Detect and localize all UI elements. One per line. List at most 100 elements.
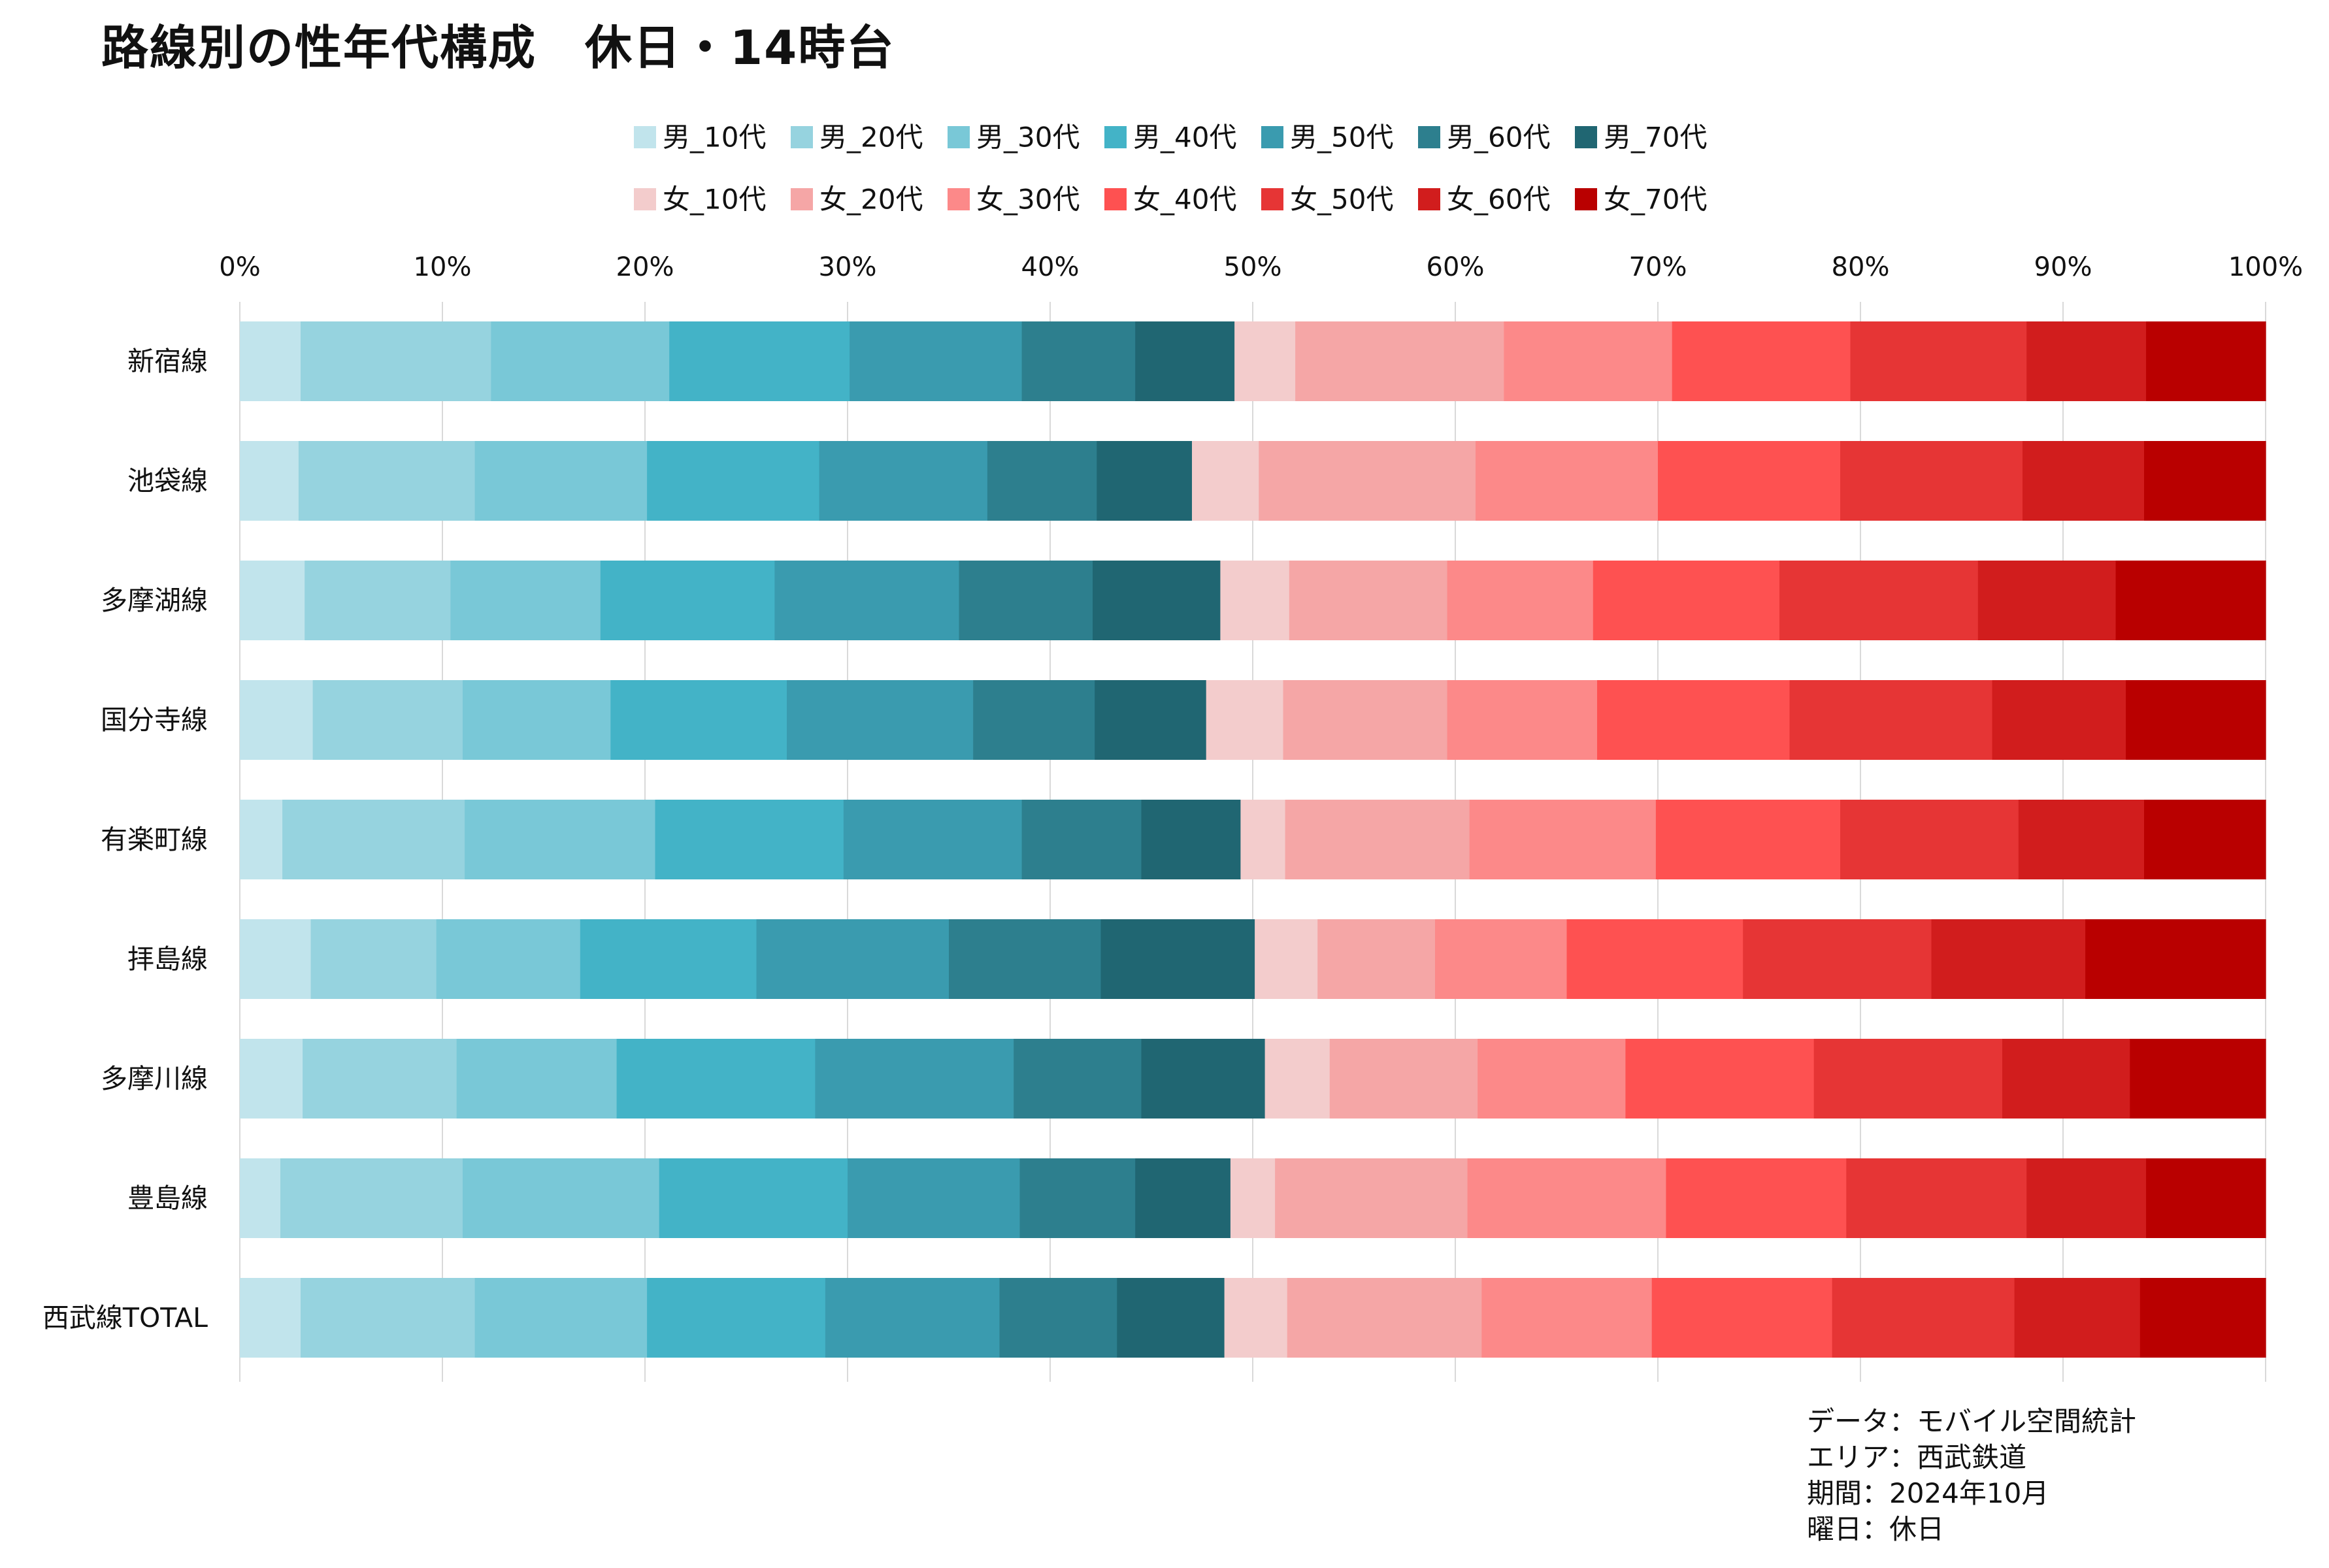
- y-category-label-7: 豊島線: [127, 1183, 208, 1214]
- bar-segment-5-10: [1566, 919, 1743, 999]
- bar-segment-7-4: [848, 1158, 1021, 1238]
- bar-segment-4-6: [1141, 800, 1241, 879]
- bar-segment-3-5: [973, 680, 1095, 760]
- bar-segment-3-7: [1206, 680, 1284, 760]
- legend-swatch-10: [1104, 188, 1127, 210]
- x-tick-label-60pct: 60%: [1427, 252, 1485, 282]
- legend-swatch-5: [1418, 126, 1440, 148]
- bar-segment-0-10: [1672, 321, 1851, 401]
- legend-swatch-13: [1575, 188, 1597, 210]
- bar-segment-8-8: [1287, 1278, 1482, 1358]
- bar-segment-2-12: [1977, 561, 2117, 640]
- bar-segment-3-10: [1597, 680, 1791, 760]
- legend-swatch-11: [1261, 188, 1283, 210]
- bar-segment-0-11: [1850, 321, 2027, 401]
- bar-segment-1-4: [819, 441, 988, 521]
- legend-swatch-12: [1418, 188, 1440, 210]
- bar-segment-6-3: [616, 1039, 816, 1119]
- bar-segment-6-6: [1141, 1039, 1266, 1119]
- bar-segment-7-1: [280, 1158, 463, 1238]
- legend-swatch-4: [1261, 126, 1283, 148]
- bar-segment-0-12: [2026, 321, 2147, 401]
- bar-segment-8-2: [474, 1278, 648, 1358]
- bars: [240, 321, 2266, 1358]
- legend-label-5: 男_60代: [1447, 122, 1550, 154]
- bar-segment-7-2: [463, 1158, 660, 1238]
- note-area: エリア：西武鉄道: [1807, 1441, 2027, 1473]
- bar-segment-2-11: [1779, 561, 1979, 640]
- bar-segment-5-11: [1743, 919, 1932, 999]
- bar-segment-8-5: [999, 1278, 1117, 1358]
- bar-segment-7-13: [2146, 1158, 2266, 1238]
- bar-segment-8-1: [301, 1278, 476, 1358]
- bar-segment-2-0: [240, 561, 305, 640]
- legend-swatch-0: [634, 126, 656, 148]
- y-category-label-8: 西武線TOTAL: [42, 1302, 208, 1333]
- bar-segment-2-8: [1289, 561, 1448, 640]
- y-category-label-4: 有楽町線: [101, 824, 208, 855]
- bar-segment-1-11: [1840, 441, 2023, 521]
- bar-segment-0-13: [2146, 321, 2266, 401]
- legend-swatch-3: [1104, 126, 1127, 148]
- legend-label-7: 女_10代: [663, 184, 766, 216]
- bar-segment-5-5: [949, 919, 1102, 999]
- legend-label-1: 男_20代: [819, 122, 923, 154]
- legend-swatch-8: [791, 188, 813, 210]
- legend-label-6: 男_70代: [1604, 122, 1707, 154]
- bar-segment-3-1: [312, 680, 463, 760]
- bar-segment-0-8: [1295, 321, 1504, 401]
- bar-segment-5-2: [436, 919, 581, 999]
- bar-segment-4-9: [1469, 800, 1657, 879]
- bar-segment-1-12: [2023, 441, 2145, 521]
- bar-segment-8-3: [647, 1278, 826, 1358]
- legend-label-13: 女_70代: [1604, 184, 1707, 216]
- bar-segment-0-0: [240, 321, 301, 401]
- legend-swatch-1: [791, 126, 813, 148]
- bar-segment-1-9: [1476, 441, 1659, 521]
- bar-segment-0-3: [669, 321, 850, 401]
- bar-segment-3-0: [240, 680, 314, 760]
- bar-segment-2-10: [1593, 561, 1780, 640]
- legend-swatch-2: [948, 126, 970, 148]
- x-axis-tick-labels: 0% 10% 20% 30% 40% 50% 60% 70% 80% 90% 100%: [219, 252, 2303, 282]
- bar-segment-0-1: [301, 321, 491, 401]
- bar-segment-4-12: [2018, 800, 2145, 879]
- bar-segment-4-10: [1655, 800, 1841, 879]
- bar-segment-1-6: [1097, 441, 1193, 521]
- bar-segment-5-13: [2085, 919, 2266, 999]
- bar-segment-6-1: [303, 1039, 457, 1119]
- bar-segment-7-8: [1275, 1158, 1468, 1238]
- bar-segment-4-4: [843, 800, 1023, 879]
- bar-segment-4-5: [1021, 800, 1142, 879]
- bar-segment-7-11: [1846, 1158, 2027, 1238]
- legend-label-9: 女_30代: [976, 184, 1080, 216]
- bar-segment-0-9: [1504, 321, 1673, 401]
- bar-segment-5-7: [1255, 919, 1318, 999]
- source-notes: データ：モバイル空間統計 エリア：西武鉄道 期間：2024年10月 曜日：休日: [1807, 1403, 2136, 1547]
- bar-segment-7-3: [659, 1158, 848, 1238]
- bar-segment-2-3: [600, 561, 775, 640]
- legend-swatch-7: [634, 188, 656, 210]
- bar-segment-4-8: [1285, 800, 1470, 879]
- bar-segment-4-2: [465, 800, 656, 879]
- bar-segment-4-7: [1240, 800, 1286, 879]
- bar-segment-4-13: [2144, 800, 2266, 879]
- bar-segment-1-13: [2144, 441, 2266, 521]
- bar-segment-4-1: [282, 800, 465, 879]
- bar-segment-0-2: [491, 321, 670, 401]
- legend-swatch-9: [948, 188, 970, 210]
- legend-swatch-6: [1575, 126, 1597, 148]
- bar-segment-1-0: [240, 441, 299, 521]
- legend-label-11: 女_50代: [1290, 184, 1393, 216]
- bar-segment-8-10: [1651, 1278, 1833, 1358]
- bar-segment-1-8: [1259, 441, 1476, 521]
- bar-segment-3-9: [1447, 680, 1598, 760]
- x-tick-label-90pct: 90%: [2034, 252, 2092, 282]
- bar-segment-8-0: [240, 1278, 301, 1358]
- note-period: 期間：2024年10月: [1807, 1477, 2049, 1509]
- bar-segment-2-2: [450, 561, 601, 640]
- bar-segment-6-2: [456, 1039, 618, 1119]
- bar-segment-2-1: [305, 561, 451, 640]
